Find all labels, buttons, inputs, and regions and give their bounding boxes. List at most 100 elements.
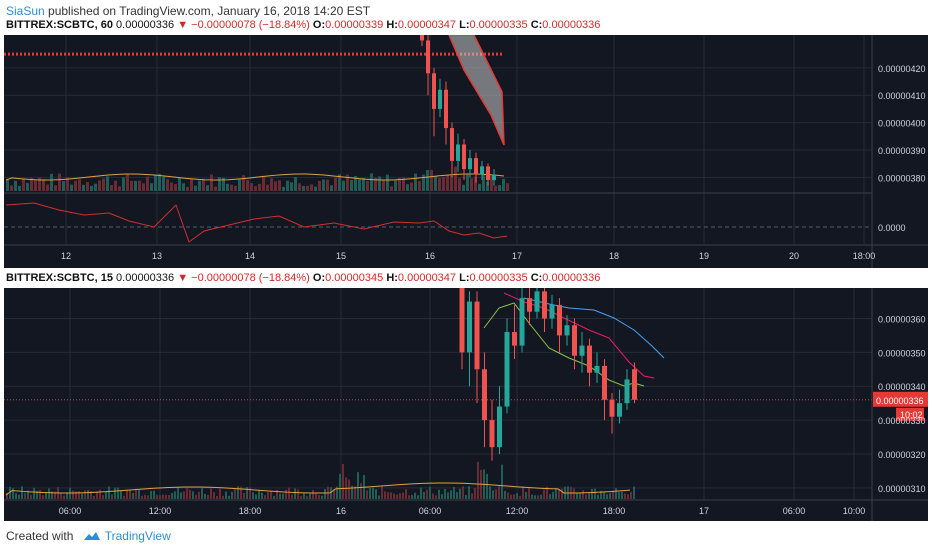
volume-bar [597, 494, 599, 499]
volume-bar [471, 493, 473, 499]
volume-bar [222, 177, 225, 191]
volume-bar [297, 489, 299, 499]
volume-bar [442, 176, 445, 191]
volume-bar [225, 491, 227, 499]
volume-bar [561, 488, 563, 499]
volume-bar [528, 487, 530, 499]
volume-bar [135, 490, 137, 499]
candle-down [432, 73, 436, 109]
x-tick-label: 17 [512, 251, 522, 261]
volume-bar [486, 473, 488, 499]
volume-bar [78, 179, 81, 191]
volume-bar [417, 495, 419, 499]
volume-bar [378, 495, 380, 499]
volume-bar [51, 491, 53, 499]
top-chart-panel[interactable]: 0.0000 0.00000420 0.00000410 0.00000400 0.0… [4, 35, 928, 268]
bottom-chart-svg[interactable]: 0.00000336 10:02 0.00000360 0.00000350 0.00… [4, 288, 928, 521]
volume-bar [54, 491, 56, 499]
x-tick-label: 18:00 [603, 506, 626, 516]
volume-bar [288, 487, 290, 499]
volume-bar [585, 494, 587, 499]
volume-bar [174, 183, 177, 191]
volume-bar [276, 489, 278, 499]
x-tick-label: 06:00 [783, 506, 806, 516]
bottom-low-label: L: [459, 272, 470, 284]
top-chart-svg[interactable]: 0.0000 0.00000420 0.00000410 0.00000400 0.0… [4, 35, 928, 268]
volume-bar [134, 180, 137, 191]
last-price-tag [873, 391, 928, 407]
tradingview-logo-icon [83, 531, 100, 540]
volume-bar [147, 495, 149, 499]
volume-bar [24, 492, 26, 499]
volume-bar [219, 488, 221, 499]
author-link[interactable]: SiaSun [6, 4, 45, 18]
candle-up [624, 379, 630, 404]
tradingview-link[interactable]: TradingView [104, 529, 171, 543]
volume-bar [243, 492, 245, 499]
volume-bar [414, 173, 417, 191]
x-tick-label: 16 [336, 506, 346, 516]
volume-bar [402, 177, 405, 191]
volume-bar [408, 495, 410, 499]
volume-bar [6, 180, 9, 191]
oscillator-tick-label: 0.0000 [878, 223, 906, 233]
volume-bar [201, 488, 203, 499]
volume-bar [381, 486, 383, 499]
volume-bar [306, 185, 309, 191]
volume-bar [274, 181, 277, 191]
volume-bar [450, 490, 452, 499]
bottom-last-price: 0.00000336 [116, 272, 175, 284]
volume-bar [502, 178, 505, 191]
volume-ma-line [5, 482, 631, 496]
volume-bar [117, 487, 119, 499]
volume-bar [339, 473, 341, 499]
volume-bar [33, 487, 35, 499]
volume-bar [624, 493, 626, 499]
volume-bar [348, 479, 350, 499]
top-change: −0.00000078 (−18.84%) [191, 19, 310, 31]
volume-bar [324, 488, 326, 499]
volume-bar [126, 489, 128, 499]
oscillator-line [5, 202, 508, 243]
volume-bar [192, 491, 194, 499]
volume-bar [326, 179, 329, 191]
y-tick-label: 0.00000330 [878, 416, 926, 426]
volume-bar [462, 184, 465, 191]
volume-bar [310, 184, 313, 191]
volume-bar [141, 495, 143, 499]
top-open: 0.00000339 [325, 19, 384, 31]
volume-bar [123, 495, 125, 499]
volume-bar [603, 491, 605, 499]
footer: Created with TradingView [6, 529, 171, 543]
volume-bar [633, 486, 635, 499]
volume-bar [402, 492, 404, 499]
candle-down [486, 166, 490, 181]
volume-bar [298, 183, 301, 191]
volume-bar [474, 488, 476, 499]
volume-bar [504, 490, 506, 499]
volume-bar [78, 491, 80, 499]
volume-bar [186, 488, 188, 499]
countdown-tag-label: 10:02 [900, 410, 923, 420]
volume-bar [105, 491, 107, 499]
volume-bar [168, 494, 170, 499]
volume-bar [213, 492, 215, 499]
volume-bar [6, 492, 8, 499]
y-tick-label: 0.00000320 [878, 450, 926, 460]
countdown-tag [896, 407, 924, 421]
volume-bar [42, 179, 45, 191]
volume-bar [594, 488, 596, 499]
bottom-chart-panel[interactable]: 0.00000336 10:02 0.00000360 0.00000350 0.00… [4, 288, 928, 521]
volume-bar [258, 490, 260, 499]
volume-bar [122, 177, 125, 191]
volume-bar [522, 486, 524, 499]
volume-bar [138, 489, 140, 499]
y-tick-label: 0.00000410 [878, 91, 926, 101]
candle-up [564, 325, 570, 336]
volume-bar [114, 487, 116, 499]
volume-bar [426, 170, 429, 191]
volume-bar [513, 494, 515, 499]
volume-bar [45, 492, 47, 499]
volume-bar [171, 492, 173, 499]
volume-bar [90, 491, 92, 499]
